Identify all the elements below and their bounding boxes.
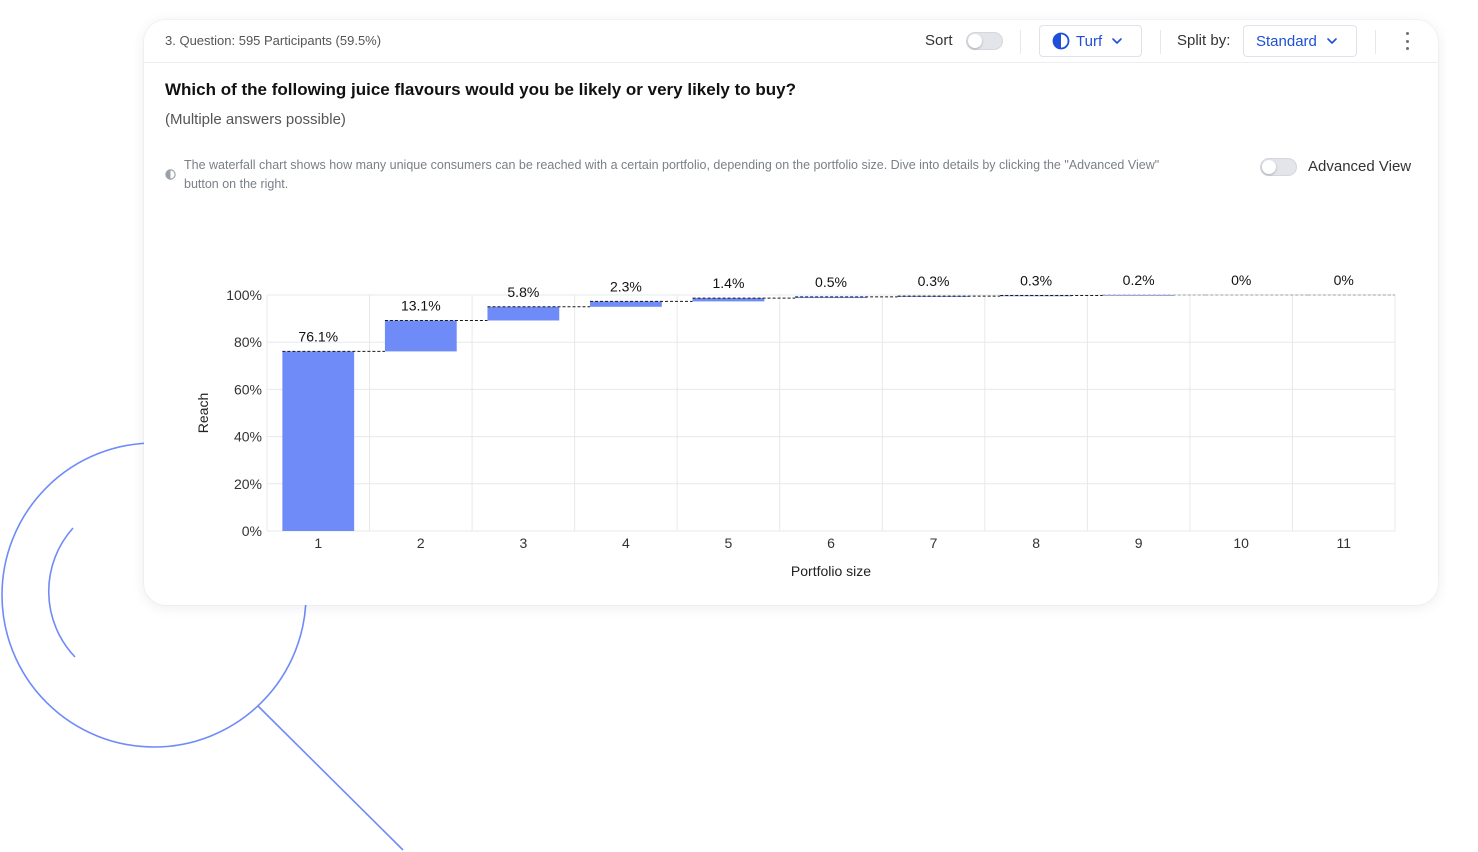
- split-by-label: Split by:: [1177, 32, 1231, 49]
- bar-data-label: 76.1%: [298, 328, 338, 344]
- question-hint: (Multiple answers possible): [165, 111, 346, 128]
- x-tick-label: 4: [622, 535, 630, 551]
- x-tick-label: 10: [1233, 535, 1249, 551]
- magnifier-handle: [257, 705, 404, 851]
- magnifier-inner-arc: [47, 527, 76, 658]
- split-by-dropdown[interactable]: Standard: [1243, 25, 1357, 57]
- info-text: The waterfall chart shows how many uniqu…: [184, 158, 1160, 191]
- bar-data-label: 0.2%: [1123, 272, 1155, 288]
- waterfall-bar: [282, 351, 355, 531]
- kebab-menu-icon[interactable]: [1400, 32, 1414, 50]
- participants-count: 3. Question: 595 Participants (59.5%): [165, 33, 382, 48]
- header-divider: [1375, 30, 1376, 54]
- y-axis-title: Reach: [195, 393, 211, 433]
- chevron-down-icon: [1112, 38, 1122, 44]
- bar-data-label: 0.3%: [918, 273, 950, 289]
- sort-toggle[interactable]: [966, 32, 1003, 50]
- y-tick-label: 80%: [234, 334, 262, 350]
- waterfall-bar: [384, 320, 457, 352]
- waterfall-bar: [692, 298, 765, 302]
- bar-data-label: 0%: [1334, 272, 1354, 288]
- advanced-view-label: Advanced View: [1308, 158, 1412, 175]
- x-tick-label: 2: [417, 535, 425, 551]
- x-tick-label: 9: [1135, 535, 1143, 551]
- x-tick-label: 7: [930, 535, 938, 551]
- bar-data-label: 0.5%: [815, 274, 847, 290]
- question-title: Which of the following juice flavours wo…: [165, 80, 796, 99]
- bar-data-label: 2.3%: [610, 278, 642, 294]
- x-tick-label: 6: [827, 535, 835, 551]
- y-tick-label: 40%: [234, 429, 262, 445]
- turf-dropdown[interactable]: Turf: [1039, 25, 1142, 57]
- y-tick-label: 100%: [226, 287, 262, 303]
- contrast-icon: [1052, 32, 1070, 50]
- sort-label: Sort: [925, 32, 953, 49]
- x-tick-label: 11: [1336, 535, 1351, 551]
- sort-toggle-knob: [968, 34, 982, 48]
- bar-data-label: 0%: [1231, 272, 1251, 288]
- waterfall-bar: [795, 296, 867, 299]
- y-tick-label: 0%: [242, 523, 262, 539]
- header-divider: [1020, 30, 1021, 54]
- header-divider: [1160, 30, 1161, 54]
- chevron-down-icon: [1327, 38, 1337, 44]
- split-by-value: Standard: [1256, 32, 1317, 50]
- x-tick-label: 5: [725, 535, 733, 551]
- bar-data-label: 0.3%: [1020, 272, 1052, 288]
- card-header: 3. Question: 595 Participants (59.5%) So…: [144, 20, 1438, 63]
- question-card: 3. Question: 595 Participants (59.5%) So…: [144, 20, 1438, 605]
- bar-data-label: 1.4%: [712, 275, 744, 291]
- advanced-view-toggle-knob: [1262, 160, 1276, 174]
- waterfall-bar: [590, 301, 662, 307]
- bar-data-label: 5.8%: [507, 284, 539, 300]
- advanced-view-toggle[interactable]: [1260, 158, 1297, 176]
- y-tick-label: 60%: [234, 381, 262, 397]
- y-tick-label: 20%: [234, 476, 262, 492]
- x-tick-label: 1: [314, 535, 322, 551]
- bar-data-label: 13.1%: [401, 297, 441, 313]
- x-tick-label: 3: [519, 535, 527, 551]
- info-half-circle-icon: [165, 169, 176, 180]
- x-axis-title: Portfolio size: [791, 563, 871, 579]
- x-tick-label: 8: [1032, 535, 1040, 551]
- turf-label: Turf: [1076, 32, 1103, 50]
- waterfall-bar: [487, 306, 560, 321]
